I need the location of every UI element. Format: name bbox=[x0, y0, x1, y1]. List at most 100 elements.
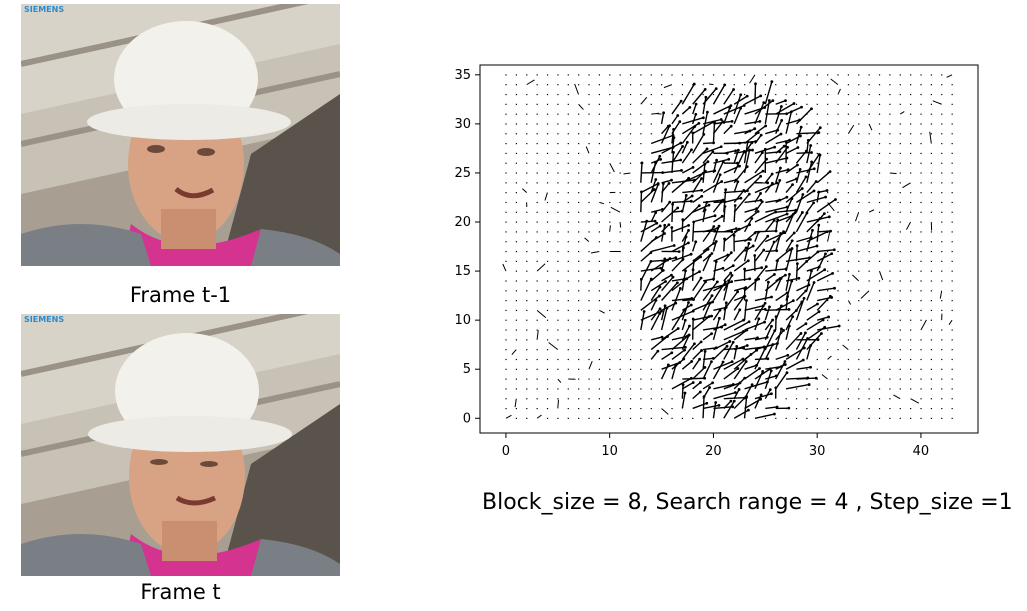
motion-vector-dot bbox=[526, 250, 528, 253]
motion-vector-dot bbox=[889, 84, 891, 86]
motion-vector-dot bbox=[868, 201, 870, 204]
motion-vector-dot bbox=[557, 152, 559, 155]
motion-vector-dot bbox=[578, 211, 580, 213]
motion-vector-dot bbox=[910, 123, 912, 125]
motion-vector-head bbox=[751, 244, 755, 248]
motion-vector-dot bbox=[650, 378, 652, 380]
motion-vector-dot bbox=[546, 358, 549, 361]
motion-vector bbox=[785, 187, 803, 203]
motion-vector-dot bbox=[920, 192, 922, 194]
motion-vector-dot bbox=[878, 260, 881, 262]
motion-vector-head bbox=[831, 271, 834, 275]
motion-vector-head bbox=[694, 102, 698, 106]
motion-vector-dot bbox=[930, 74, 933, 76]
motion-vector bbox=[681, 149, 693, 164]
motion-vector-dot bbox=[578, 123, 580, 125]
motion-vector-dot bbox=[827, 152, 829, 155]
motion-vector bbox=[702, 146, 722, 154]
motion-vector-head bbox=[798, 168, 802, 171]
motion-vector-dot bbox=[868, 388, 870, 390]
motion-vector bbox=[796, 284, 810, 292]
motion-vector-dot bbox=[567, 300, 569, 302]
motion-vector-head bbox=[768, 388, 772, 392]
motion-vector bbox=[692, 391, 701, 400]
motion-vector bbox=[946, 74, 953, 78]
motion-vector-dot bbox=[557, 319, 559, 321]
motion-vector-dot bbox=[567, 162, 569, 164]
motion-vector bbox=[785, 198, 793, 213]
motion-vector-dot bbox=[847, 172, 850, 174]
motion-vector-dot bbox=[775, 74, 777, 76]
motion-vector-head bbox=[805, 211, 809, 215]
motion-vector-dot bbox=[588, 250, 590, 253]
motion-vector-dot bbox=[619, 143, 621, 145]
motion-vector-dot bbox=[858, 300, 860, 302]
motion-vector-dot bbox=[536, 103, 538, 105]
motion-vector bbox=[754, 308, 766, 312]
motion-vector bbox=[692, 148, 708, 164]
motion-vector bbox=[712, 281, 726, 301]
motion-vector-dot bbox=[567, 201, 569, 204]
motion-vector bbox=[681, 166, 694, 174]
motion-vector bbox=[681, 122, 700, 135]
motion-vector-dot bbox=[920, 74, 922, 76]
motion-vector-dot bbox=[578, 152, 580, 155]
motion-vector-head bbox=[734, 149, 738, 153]
motion-vector-head bbox=[723, 323, 727, 327]
motion-vector-head bbox=[687, 229, 690, 232]
motion-vector-dot bbox=[930, 113, 933, 115]
motion-vector-dot bbox=[878, 192, 881, 194]
motion-vector bbox=[785, 332, 802, 351]
motion-vector-dot bbox=[920, 378, 922, 380]
motion-vector-head bbox=[818, 126, 822, 130]
motion-vector bbox=[899, 111, 905, 115]
motion-vector-dot bbox=[629, 349, 632, 351]
motion-vector-head bbox=[659, 157, 663, 161]
motion-vector-dot bbox=[899, 319, 901, 321]
motion-vector-dot bbox=[806, 123, 808, 125]
motion-vector-dot bbox=[546, 221, 549, 223]
motion-vector-dot bbox=[609, 93, 611, 96]
motion-vector-dot bbox=[515, 300, 518, 302]
motion-vector-dot bbox=[578, 172, 580, 174]
motion-vector bbox=[702, 255, 711, 272]
motion-vector-dot bbox=[650, 388, 652, 390]
motion-vector-dot bbox=[536, 192, 538, 194]
frame-t-minus-1-image bbox=[21, 4, 340, 266]
motion-vector-dot bbox=[567, 339, 569, 341]
motion-vector-dot bbox=[889, 270, 891, 272]
motion-vector-dot bbox=[951, 84, 953, 86]
motion-vector-dot bbox=[557, 221, 559, 223]
motion-vector-dot bbox=[598, 319, 601, 321]
motion-vector bbox=[754, 318, 760, 331]
motion-vector bbox=[661, 361, 681, 370]
motion-vector-dot bbox=[598, 339, 601, 341]
motion-vector-dot bbox=[930, 417, 933, 419]
motion-vector-head bbox=[705, 147, 709, 151]
motion-vector-dot bbox=[941, 84, 943, 86]
motion-vector-dot bbox=[619, 250, 621, 253]
motion-vector bbox=[754, 249, 765, 262]
motion-vector bbox=[868, 209, 875, 213]
motion-vector-dot bbox=[754, 93, 756, 96]
motion-vector bbox=[650, 313, 661, 331]
motion-vector-dot bbox=[536, 319, 538, 321]
motion-vector-dot bbox=[920, 103, 922, 105]
motion-vector-dot bbox=[598, 172, 601, 174]
motion-vector-dot bbox=[941, 241, 943, 243]
motion-vector bbox=[806, 181, 817, 194]
motion-vector-dot bbox=[650, 398, 652, 400]
motion-vector-dot bbox=[899, 221, 901, 223]
motion-vector bbox=[609, 225, 611, 232]
motion-vector-dot bbox=[868, 417, 870, 419]
motion-vector-head bbox=[761, 369, 765, 373]
motion-vector-dot bbox=[567, 152, 569, 155]
motion-vector bbox=[713, 158, 729, 164]
motion-vector-dot bbox=[640, 378, 642, 380]
motion-vector-dot bbox=[588, 201, 590, 204]
motion-vector-dot bbox=[629, 84, 632, 86]
motion-vector bbox=[692, 241, 697, 252]
motion-vector-dot bbox=[910, 152, 912, 155]
motion-vector bbox=[827, 231, 831, 242]
motion-vector-dot bbox=[847, 152, 850, 155]
